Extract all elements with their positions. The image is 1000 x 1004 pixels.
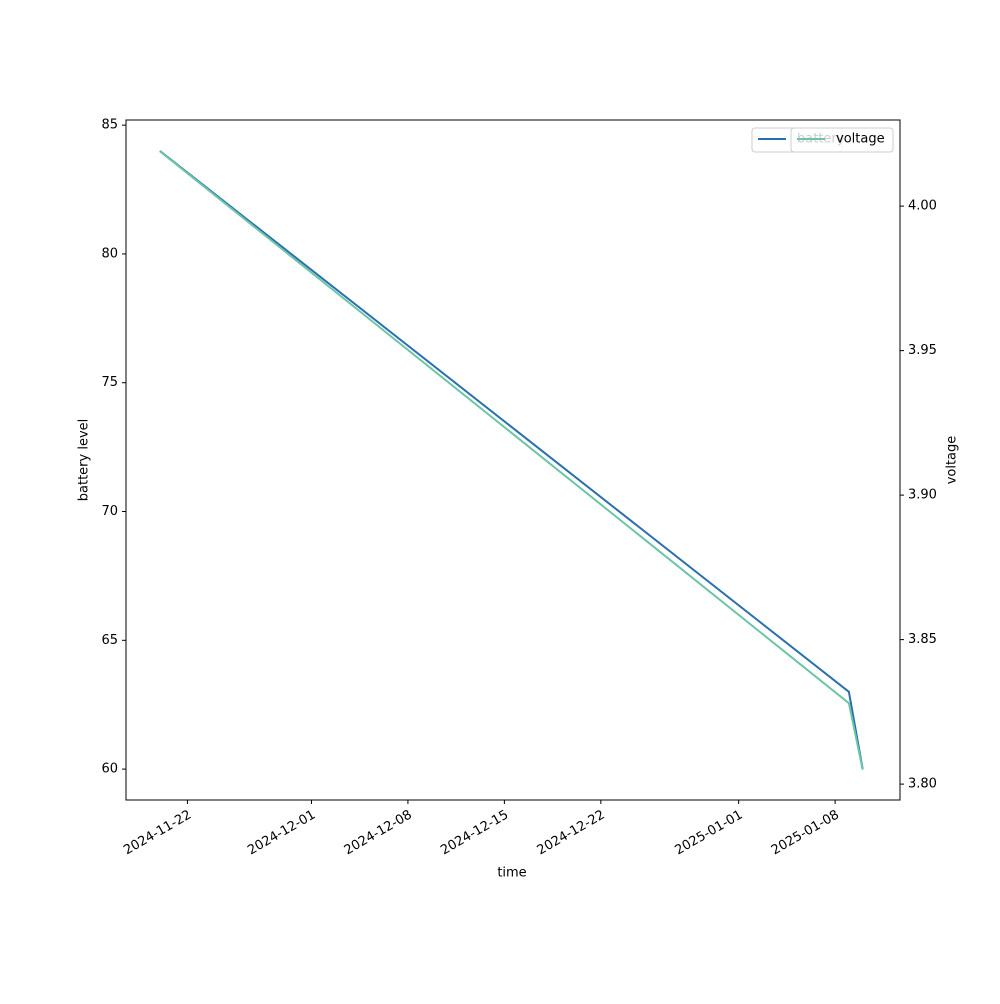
x-tick-label: 2024-12-22 <box>535 808 608 859</box>
x-tick-label: 2025-01-01 <box>672 808 745 859</box>
y-tick-label: 65 <box>101 633 118 648</box>
y2-tick-label: 3.95 <box>908 343 937 358</box>
x-tick-label: 2025-01-08 <box>769 808 842 859</box>
plot-frame <box>125 119 901 801</box>
y2-tick-label: 4.00 <box>908 199 937 214</box>
y-tick-label: 70 <box>101 504 118 519</box>
series-line <box>159 150 864 770</box>
legend-label: voltage <box>836 132 885 147</box>
y2-axis-label: voltage <box>945 436 960 485</box>
x-tick-label: 2024-12-08 <box>342 808 415 859</box>
y2-tick-label: 3.85 <box>908 632 937 647</box>
y2-tick-label: 3.80 <box>908 777 937 792</box>
x-axis-label: time <box>497 866 526 881</box>
x-tick-label: 2024-12-15 <box>438 808 511 859</box>
x-tick-label: 2024-12-01 <box>245 808 318 859</box>
legend: voltage <box>790 127 894 153</box>
y2-tick-label: 3.90 <box>908 488 937 503</box>
x-tick-label: 2024-11-22 <box>121 808 194 859</box>
y-tick-label: 85 <box>101 118 118 133</box>
legend-box <box>790 127 894 153</box>
y-tick-label: 75 <box>101 375 118 390</box>
series-line <box>159 150 864 770</box>
y-tick-label: 80 <box>101 246 118 261</box>
y-axis-label: battery level <box>77 419 92 502</box>
y-tick-label: 60 <box>101 762 118 777</box>
